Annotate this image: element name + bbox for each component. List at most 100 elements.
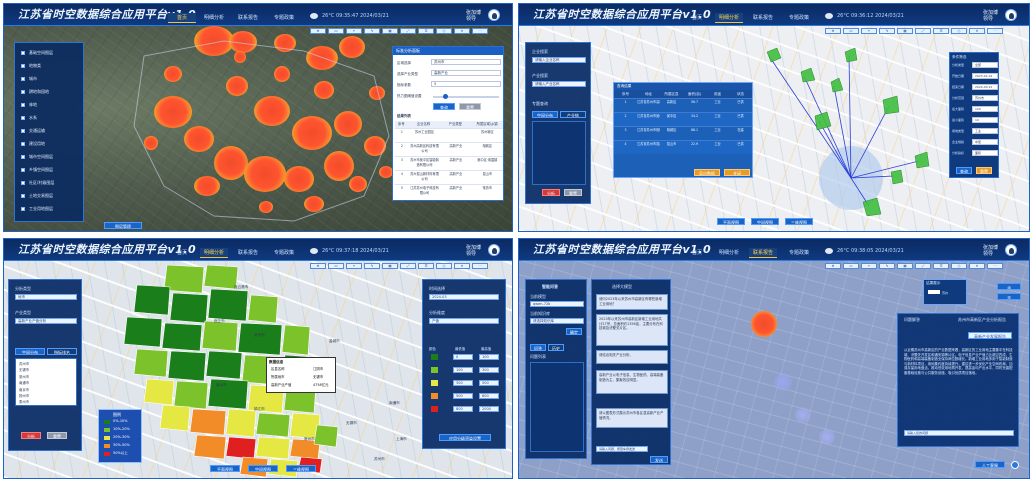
district-region[interactable] xyxy=(225,436,257,460)
city-item[interactable]: 无锡市 xyxy=(19,368,30,373)
nav-policy[interactable]: 专题政策 xyxy=(273,15,294,21)
layer-checkbox[interactable] xyxy=(21,77,25,81)
layer-checkbox[interactable] xyxy=(21,194,25,198)
nav-analysis[interactable]: 明细分析 xyxy=(203,15,224,21)
time-select[interactable]: 2024-03 xyxy=(429,294,499,300)
district-region[interactable] xyxy=(123,316,163,348)
district-region[interactable] xyxy=(163,265,205,294)
tab-qa[interactable]: 问答 xyxy=(530,344,546,351)
district-region[interactable] xyxy=(255,436,291,460)
tool-button[interactable]: ⤢ xyxy=(400,263,416,269)
table-row[interactable]: 1 苏州工业园区 苏州新区 xyxy=(395,128,503,142)
layer-checkbox[interactable] xyxy=(21,168,25,172)
tool-button[interactable]: ✎ xyxy=(879,263,895,269)
filter-input[interactable]: 全部 xyxy=(972,62,998,68)
district-region[interactable] xyxy=(281,324,311,356)
company-search-input[interactable]: 请输入企业名称 xyxy=(532,57,586,63)
table-row[interactable]: 2 苏州高新区科技有限公司 高新产业 相城区 xyxy=(395,142,503,156)
chat-input[interactable]: 请输入问题，按回车键发送 xyxy=(596,446,648,452)
tool-button[interactable]: ⎙ xyxy=(436,28,452,34)
district-region[interactable] xyxy=(203,265,239,290)
district-region[interactable] xyxy=(133,284,171,316)
nav-policy[interactable]: 专题政策 xyxy=(273,250,294,256)
threshold-slider[interactable] xyxy=(433,94,499,99)
industry-search-input[interactable]: 请输入产业名称 xyxy=(532,81,586,87)
table-row[interactable]: 5 江苏苏州电子科技有限公司 高新产业 常熟市 xyxy=(395,184,503,198)
city-item[interactable]: 泰州市 xyxy=(19,400,30,405)
range-input[interactable]: 500 xyxy=(453,393,473,399)
table-row[interactable]: 3 苏州市吴中区智能制造有限公司 高新产业 吴中区·甪直镇 xyxy=(395,156,503,170)
district-region[interactable] xyxy=(313,424,339,448)
reset-button[interactable]: 重置 xyxy=(47,432,67,439)
toggle-switch[interactable] xyxy=(928,290,940,294)
report-button[interactable]: 高新产业发展报告 xyxy=(968,332,1012,339)
tool-button[interactable]: ▦ xyxy=(897,28,913,34)
view-2d-button[interactable]: 平面视图 xyxy=(717,218,745,225)
analyze-button[interactable]: 分析 xyxy=(21,432,41,439)
kb-select[interactable]: 请选择知识库 xyxy=(530,318,584,324)
filter-input[interactable]: 100 xyxy=(972,106,998,112)
layer-button[interactable]: ⊞ xyxy=(997,283,1021,290)
table-row[interactable]: 3 江苏省苏州市相城区××街道 相城区 88.1 工业 在建 xyxy=(614,126,752,140)
district-region[interactable] xyxy=(225,408,257,438)
range-input[interactable]: 500 xyxy=(479,380,499,386)
district-region[interactable] xyxy=(237,322,283,356)
nav-home[interactable]: 首页 xyxy=(168,13,196,23)
district-region[interactable] xyxy=(201,320,239,352)
layer-checkbox[interactable] xyxy=(21,207,25,211)
tool-button[interactable]: ☰ xyxy=(933,263,949,269)
analyze-button[interactable]: 分析 xyxy=(542,189,560,196)
tool-button[interactable]: ☰ xyxy=(418,263,434,269)
tab-ranking[interactable]: 指标排名 xyxy=(47,348,77,355)
range-input[interactable]: 800 xyxy=(479,393,499,399)
close-button[interactable]: 关闭 xyxy=(724,169,750,176)
confirm-button[interactable]: 确定 xyxy=(566,328,582,335)
street-map[interactable] xyxy=(519,26,1029,231)
question-input[interactable]: 请输入您的问题 xyxy=(904,430,1014,436)
district-region[interactable] xyxy=(159,404,191,432)
tool-button[interactable]: ⋯ xyxy=(472,28,488,34)
range-input[interactable]: 300 xyxy=(479,367,499,373)
reset-button[interactable]: 重置 xyxy=(459,103,481,110)
tool-button[interactable]: ▭ xyxy=(843,263,859,269)
range-color[interactable] xyxy=(431,406,438,412)
tool-button[interactable]: ✕ xyxy=(454,263,470,269)
param-input[interactable]: 5 xyxy=(431,81,501,87)
tool-button[interactable]: ⎙ xyxy=(951,28,967,34)
query-button[interactable]: 查询 xyxy=(956,167,972,174)
nav-report[interactable]: 联系报告 xyxy=(237,250,258,256)
nav-home[interactable]: 首页 xyxy=(691,15,702,21)
tool-button[interactable]: ⊕ xyxy=(825,263,841,269)
tool-button[interactable]: ✎ xyxy=(364,263,380,269)
district-region[interactable] xyxy=(133,348,169,378)
district-region[interactable] xyxy=(193,434,227,460)
range-input[interactable]: 300 xyxy=(453,380,473,386)
tool-button[interactable]: ▦ xyxy=(897,263,913,269)
layer-checkbox[interactable] xyxy=(21,90,25,94)
district-region[interactable] xyxy=(173,380,209,410)
tool-button[interactable]: ⊕ xyxy=(825,28,841,34)
tool-button[interactable]: ⋯ xyxy=(472,263,488,269)
tool-button[interactable]: ⤢ xyxy=(915,28,931,34)
reset-button[interactable]: 重置 xyxy=(976,167,992,174)
filter-input[interactable]: 2024-03-21 xyxy=(972,84,998,90)
nav-home[interactable]: 首页 xyxy=(691,250,702,256)
district-region[interactable] xyxy=(207,378,249,410)
tool-button[interactable]: ⌖ xyxy=(346,263,362,269)
dimension-select[interactable]: 产值 xyxy=(429,318,499,324)
district-region[interactable] xyxy=(169,292,209,324)
district-region[interactable] xyxy=(205,350,243,380)
district-region[interactable] xyxy=(247,294,279,324)
tool-button[interactable]: ⎙ xyxy=(436,263,452,269)
range-input[interactable]: 100 xyxy=(453,367,473,373)
view-space-button[interactable]: 空间视图 xyxy=(248,465,278,472)
district-region[interactable] xyxy=(161,322,203,352)
tool-button[interactable]: ▦ xyxy=(382,28,398,34)
layer-checkbox[interactable] xyxy=(21,116,25,120)
tool-button[interactable]: ⤢ xyxy=(915,263,931,269)
tool-button[interactable]: ⌖ xyxy=(346,28,362,34)
filter-input[interactable]: 苏州市 xyxy=(972,95,998,101)
avatar[interactable] xyxy=(488,244,500,256)
industry-select[interactable]: 高新产业 xyxy=(431,70,501,76)
range-color[interactable] xyxy=(431,354,438,360)
